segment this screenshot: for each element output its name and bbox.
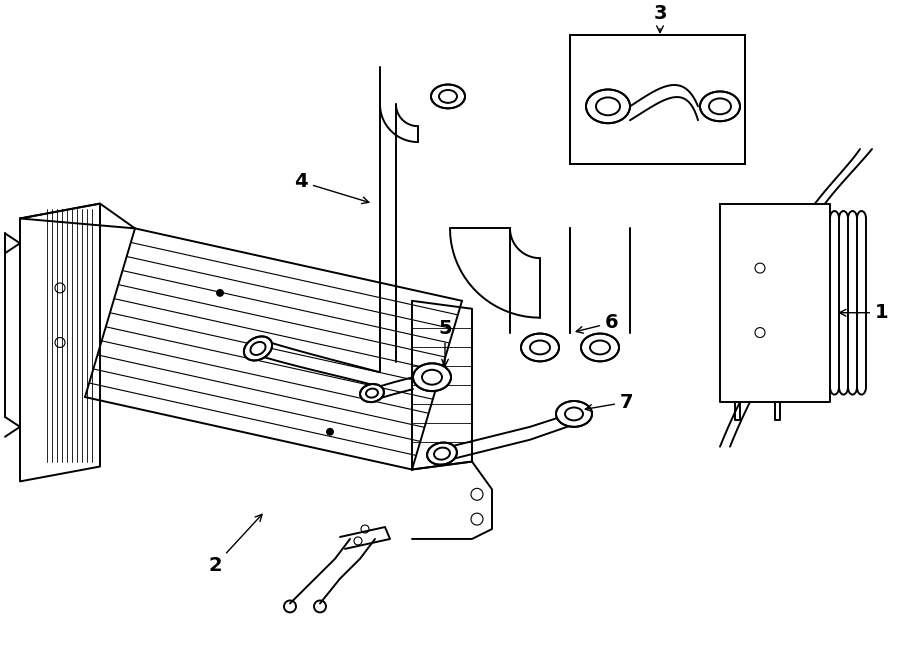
- Ellipse shape: [428, 443, 457, 465]
- Ellipse shape: [581, 334, 619, 362]
- Text: 3: 3: [653, 4, 667, 32]
- Ellipse shape: [244, 336, 272, 360]
- Ellipse shape: [586, 89, 630, 123]
- Ellipse shape: [431, 85, 465, 108]
- Circle shape: [327, 429, 333, 435]
- Ellipse shape: [556, 401, 592, 427]
- Circle shape: [217, 290, 223, 296]
- Ellipse shape: [521, 334, 559, 362]
- Ellipse shape: [700, 91, 740, 121]
- Ellipse shape: [360, 384, 384, 402]
- Ellipse shape: [413, 364, 451, 391]
- Text: 6: 6: [576, 313, 618, 333]
- Text: 7: 7: [585, 393, 634, 412]
- Text: 4: 4: [294, 173, 369, 204]
- Text: 2: 2: [208, 514, 262, 575]
- Bar: [570, 35, 745, 164]
- Text: 5: 5: [438, 319, 452, 366]
- Text: 1: 1: [840, 303, 888, 322]
